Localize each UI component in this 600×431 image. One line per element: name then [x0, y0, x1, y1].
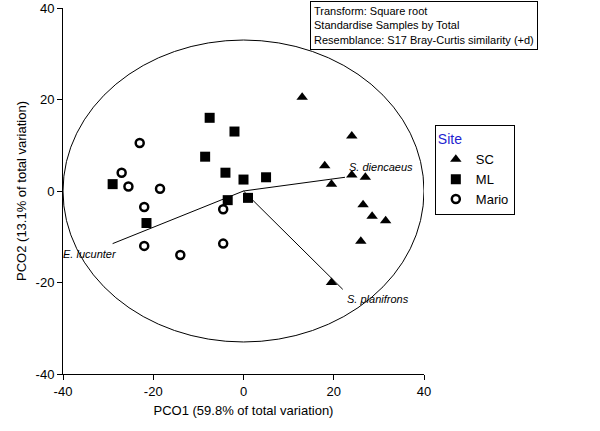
svg-text:S. diencaeus: S. diencaeus	[349, 161, 413, 173]
svg-text:E. lucunter: E. lucunter	[63, 248, 117, 260]
svg-text:Transform: Square rootStandard: Transform: Square rootStandardise Sample…	[314, 5, 534, 46]
svg-text:PCO2 (13.1% of total variation: PCO2 (13.1% of total variation)	[14, 101, 29, 281]
svg-text:0: 0	[47, 184, 54, 199]
svg-text:20: 20	[327, 384, 341, 399]
svg-text:PCO1 (59.8% of total variation: PCO1 (59.8% of total variation)	[154, 403, 334, 418]
svg-text:S. planifrons: S. planifrons	[347, 293, 409, 305]
svg-text:ML: ML	[476, 172, 494, 187]
svg-text:Site: Site	[438, 131, 462, 147]
svg-text:20: 20	[40, 92, 54, 107]
svg-text:-40: -40	[54, 384, 73, 399]
svg-text:Mario: Mario	[476, 192, 509, 207]
svg-text:-20: -20	[36, 275, 55, 290]
svg-text:40: 40	[40, 1, 54, 16]
svg-text:-20: -20	[144, 384, 163, 399]
svg-text:-40: -40	[36, 367, 55, 382]
svg-text:0: 0	[240, 384, 247, 399]
svg-text:SC: SC	[476, 152, 494, 167]
svg-text:40: 40	[417, 384, 431, 399]
